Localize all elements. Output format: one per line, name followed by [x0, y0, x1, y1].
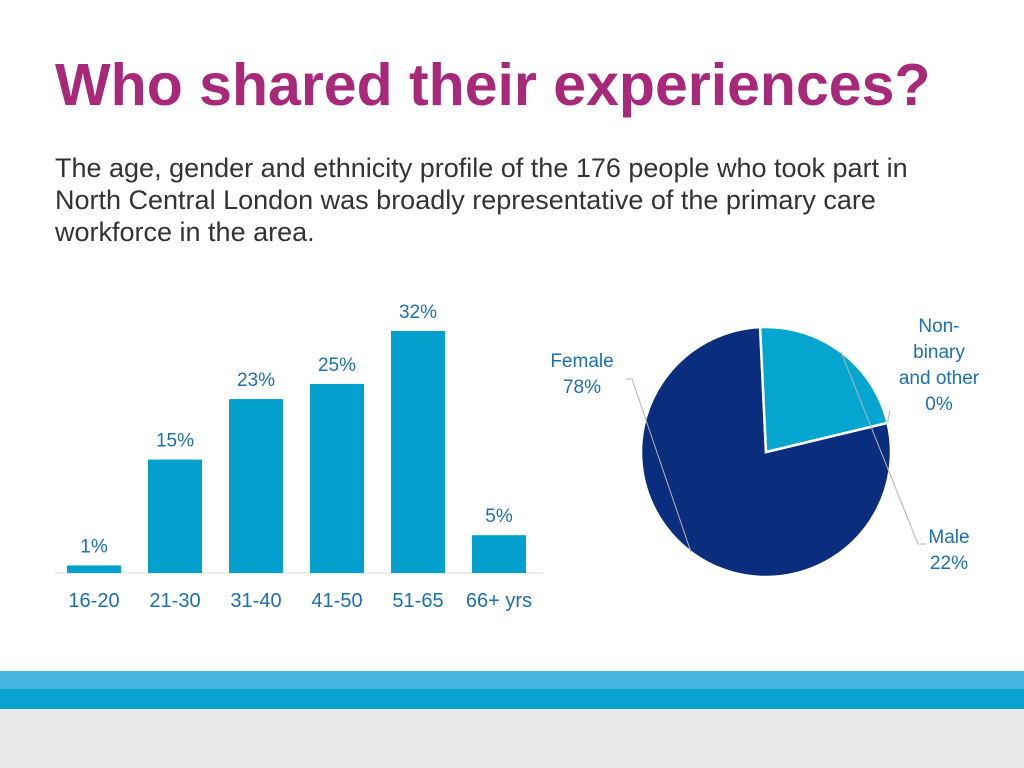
pie-label-male: Male [928, 527, 969, 548]
pie-value-male: 22% [930, 553, 968, 574]
leader-line-male [840, 351, 926, 545]
bar-31-40 [229, 399, 283, 573]
pie-label-nonbinary: and other [899, 368, 980, 389]
data-label-51-65: 32% [399, 302, 437, 323]
age-bar-chart: 1% 16-20 15% 21-30 23% 31-40 25% 41-50 32% 51-65 5… [55, 302, 543, 612]
leader-line-nonbinary [887, 409, 891, 423]
pie-value-female: 78% [563, 377, 601, 398]
pie-label-female: Female [550, 351, 613, 372]
bar-41-50 [310, 383, 364, 573]
tick-label-41-50: 41-50 [311, 590, 362, 612]
data-label-41-50: 25% [318, 355, 356, 376]
data-label-16-20: 1% [80, 536, 108, 557]
page-title: Who shared their experiences? [55, 52, 931, 118]
footer-band-light [0, 671, 1024, 689]
tick-label-31-40: 31-40 [230, 590, 281, 612]
pie-label-nonbinary: binary [913, 342, 965, 363]
gender-pie-chart: Female 78% Male 22% Non-binary and other 0% [550, 316, 980, 579]
intro-text: The age, gender and ethnicity profile of… [55, 153, 908, 247]
pie-label-nonbinary: Non- [918, 316, 959, 337]
tick-label-21-30: 21-30 [149, 590, 200, 612]
bar-16-20 [67, 565, 121, 573]
footer-band-dark [0, 689, 1024, 709]
tick-label-16-20: 16-20 [68, 590, 119, 612]
pie-value-nonbinary: 0% [925, 394, 953, 415]
leader-line-female [626, 378, 692, 553]
footer-band-grey [0, 709, 1024, 768]
data-label-21-30: 15% [156, 431, 194, 452]
tick-label-51-65: 51-65 [392, 590, 443, 612]
bar-66+ yrs [472, 535, 526, 573]
bar-21-30 [148, 459, 202, 573]
data-label-66+ yrs: 5% [485, 506, 513, 527]
data-label-31-40: 23% [237, 370, 275, 391]
bar-51-65 [391, 331, 445, 573]
tick-label-66+ yrs: 66+ yrs [466, 590, 532, 612]
